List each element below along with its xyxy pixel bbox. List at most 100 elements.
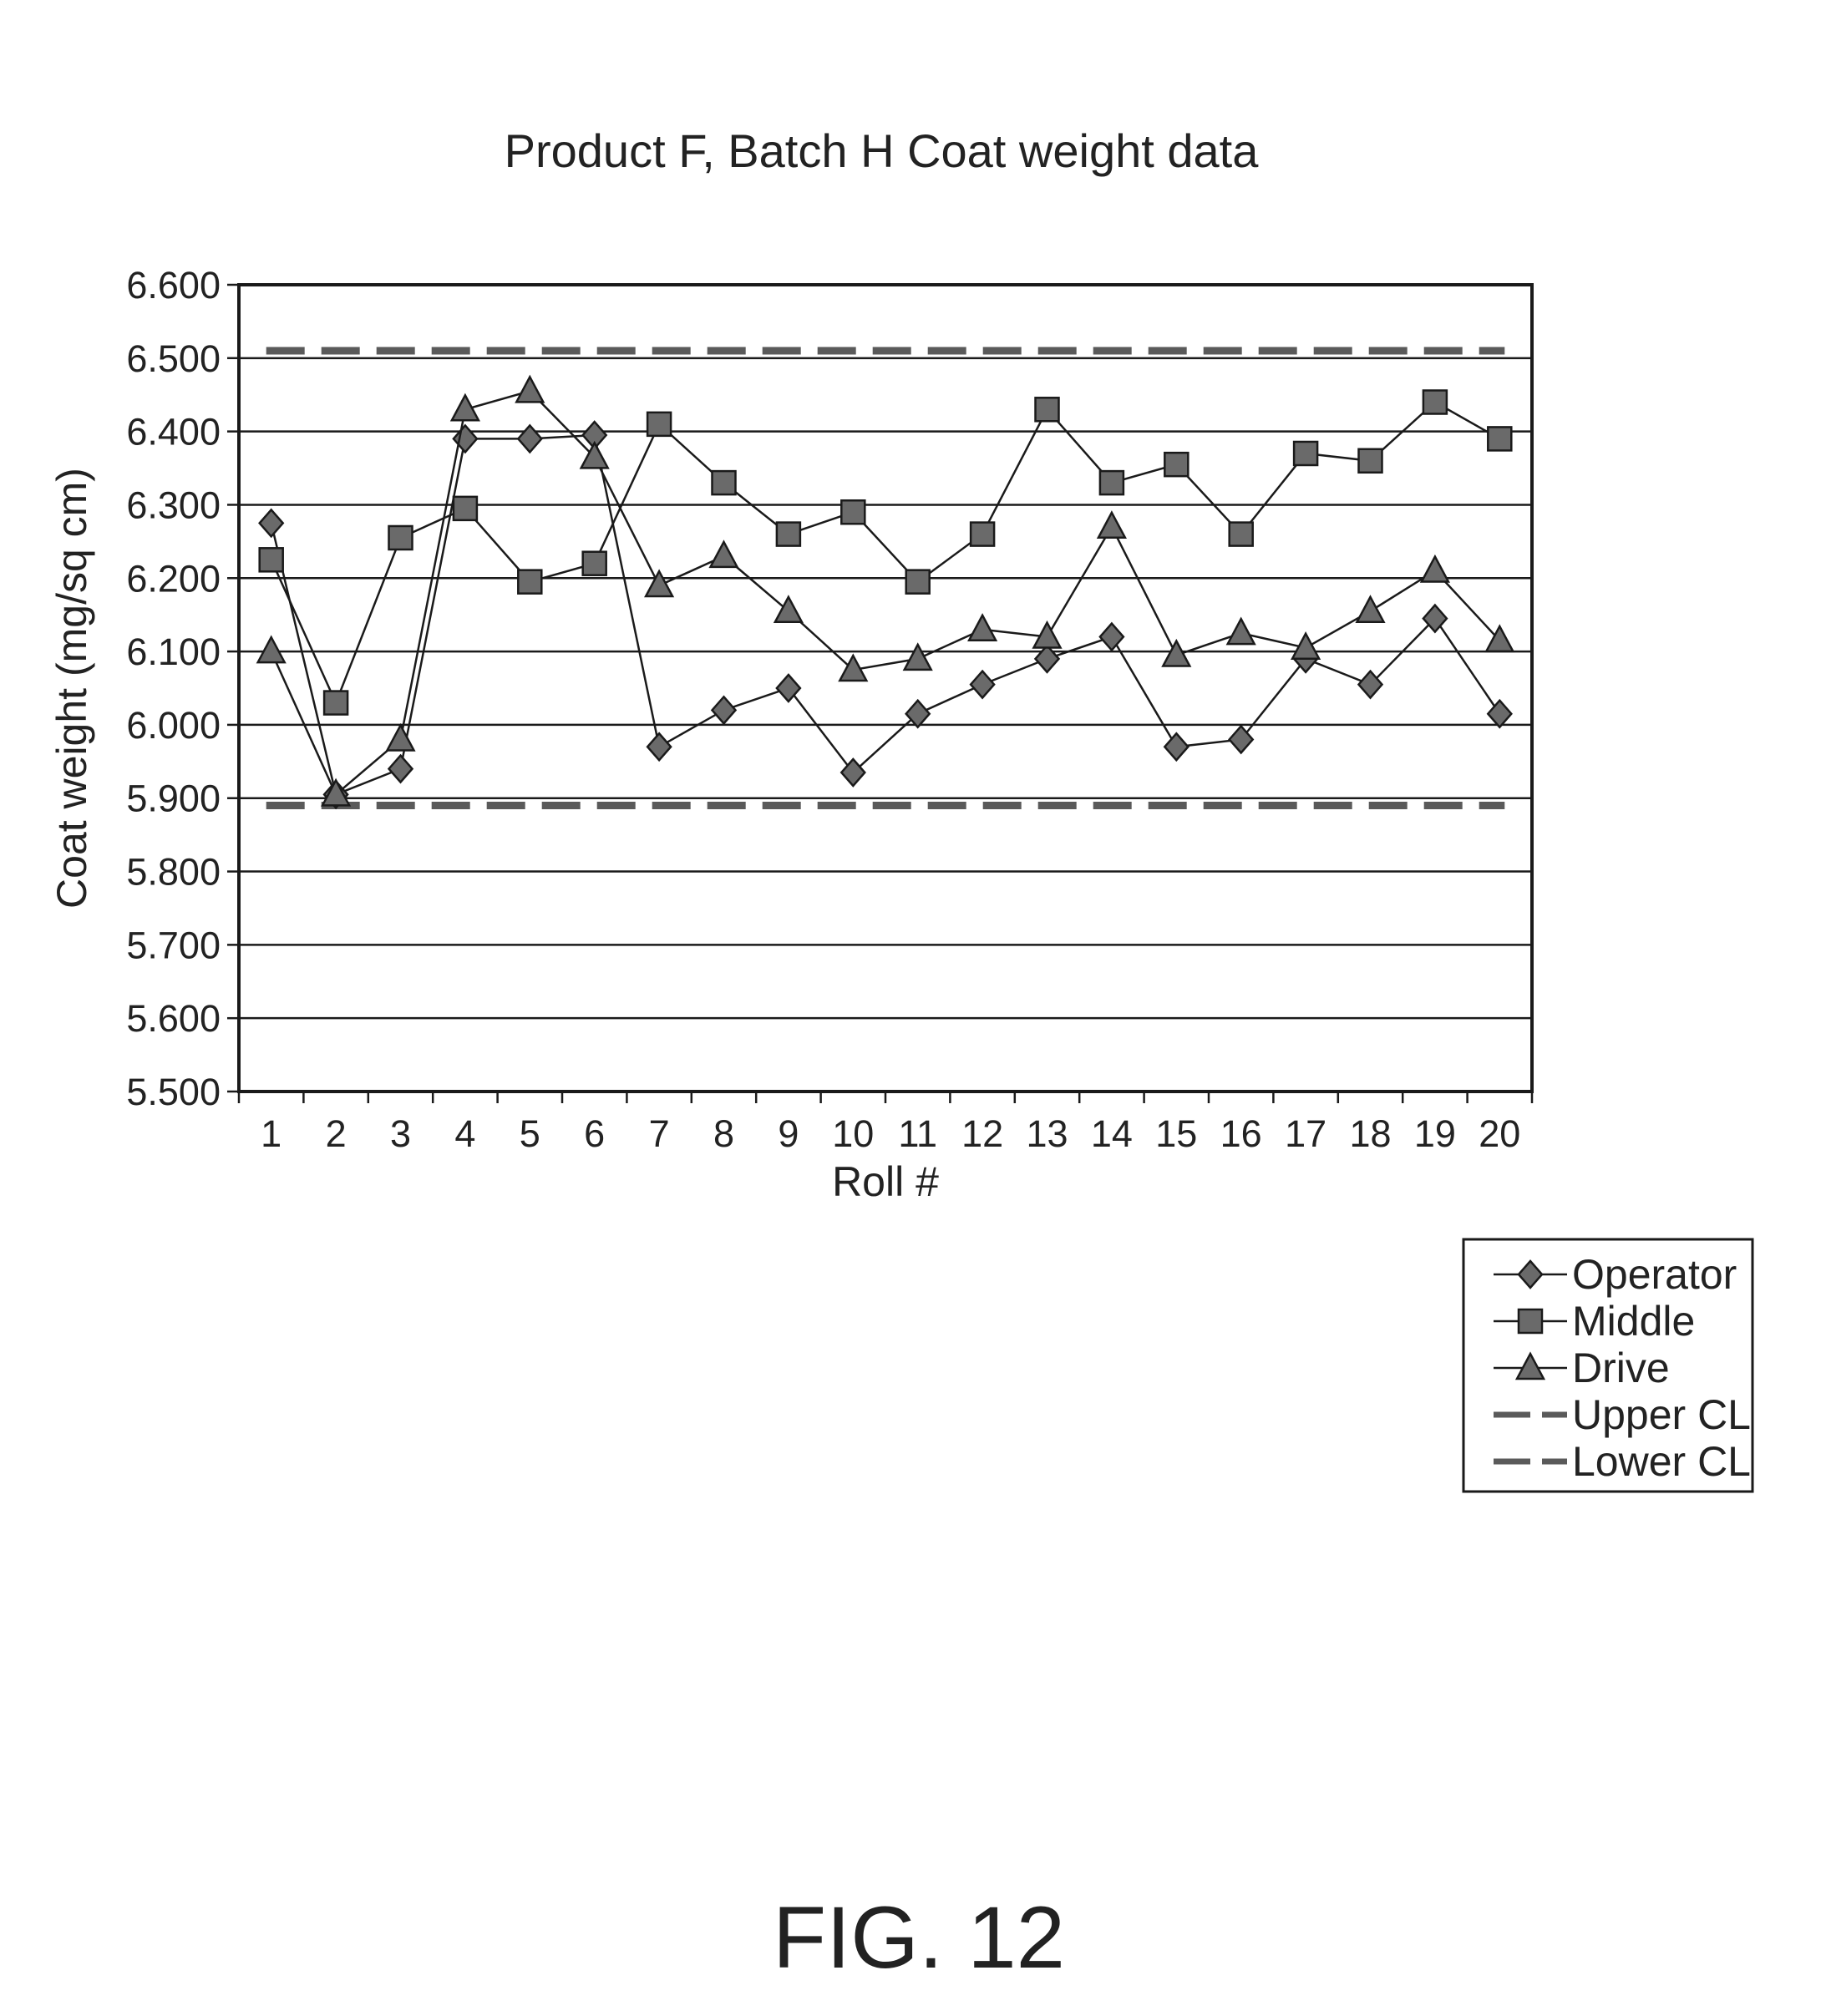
drive-point	[1225, 616, 1256, 646]
legend-marker-middle	[1517, 1308, 1544, 1335]
operator-point	[710, 695, 738, 726]
drive-point	[902, 642, 933, 671]
middle-point	[1098, 469, 1125, 496]
operator-point	[1033, 643, 1061, 674]
x-tick-label: 11	[898, 1112, 937, 1155]
middle-point	[775, 521, 802, 547]
x-tick-label: 4	[454, 1112, 475, 1155]
drive-point	[1419, 554, 1450, 583]
y-axis-label: Coat weight (mg/sq cm)	[48, 468, 95, 909]
operator-point	[839, 757, 866, 788]
data-series	[256, 374, 1515, 810]
middle-point	[905, 569, 931, 595]
legend-box	[1462, 1238, 1754, 1493]
drive-point	[449, 393, 480, 422]
drive-point	[579, 440, 610, 469]
middle-point	[452, 495, 479, 522]
x-tick-label: 20	[1479, 1112, 1520, 1155]
y-tick-label: 5.500	[126, 1071, 221, 1113]
figure-label: FIG. 12	[773, 1889, 1065, 1987]
drive-point	[1291, 631, 1321, 660]
operator-point	[452, 423, 479, 454]
operator-point	[1098, 621, 1125, 652]
y-tick-label: 6.100	[126, 631, 221, 673]
middle-point	[322, 690, 349, 716]
middle-point	[1034, 397, 1060, 423]
middle-point	[258, 547, 284, 573]
x-tick-label: 13	[1026, 1112, 1068, 1155]
drive-line	[270, 389, 1501, 797]
legend-marker-drive	[1514, 1351, 1546, 1380]
x-tick-label: 14	[1091, 1112, 1133, 1155]
drive-point	[644, 569, 675, 598]
middle-point	[388, 524, 413, 551]
x-tick-label: 9	[778, 1112, 799, 1155]
x-tick-label: 17	[1285, 1112, 1326, 1155]
x-tick-label: 1	[261, 1112, 282, 1155]
control-limit-lines	[266, 347, 1505, 810]
drive-point	[1096, 510, 1127, 539]
operator-point	[969, 669, 996, 700]
y-tick-label: 6.600	[126, 264, 221, 306]
operator-point	[905, 698, 931, 729]
legend-label-lower-cl: Lower CL	[1572, 1438, 1751, 1485]
y-tick-label: 6.400	[126, 411, 221, 453]
x-tick-label: 16	[1220, 1112, 1262, 1155]
legend-label-operator: Operator	[1572, 1251, 1737, 1298]
drive-point	[838, 653, 869, 682]
middle-point	[969, 521, 996, 547]
drive-point	[773, 595, 804, 624]
drive-point	[1484, 624, 1515, 653]
operator-point	[1486, 698, 1513, 729]
middle-point	[840, 499, 866, 525]
drive-point	[515, 374, 545, 403]
middle-point	[1292, 440, 1319, 467]
x-tick-label: 10	[832, 1112, 874, 1155]
plot-frame	[237, 283, 1534, 1093]
x-tick-label: 8	[713, 1112, 734, 1155]
operator-line	[270, 433, 1501, 797]
operator-point	[775, 673, 802, 703]
middle-point	[1422, 389, 1448, 415]
legend-label-middle: Middle	[1572, 1298, 1695, 1345]
y-tick-label: 6.200	[126, 557, 221, 600]
x-tick-label: 6	[584, 1112, 605, 1155]
middle-point	[1164, 451, 1189, 478]
y-axis-ticks: 5.500 5.600 5.700 5.800 5.900 6.000 6.100 6.200…	[126, 264, 239, 1113]
drive-point	[1161, 638, 1192, 667]
gridlines	[239, 283, 1532, 1093]
x-tick-label: 12	[961, 1112, 1003, 1155]
middle-point	[517, 569, 543, 595]
y-tick-label: 6.500	[126, 337, 221, 380]
x-tick-label: 7	[649, 1112, 670, 1155]
y-tick-label: 5.900	[126, 778, 221, 820]
operator-point	[646, 732, 672, 762]
middle-point	[581, 550, 607, 576]
y-tick-label: 6.000	[126, 704, 221, 747]
operator-point	[1422, 603, 1448, 634]
drive-point	[708, 539, 739, 569]
middle-point	[1487, 426, 1513, 452]
chart-title: Product F, Batch H Coat weight data	[505, 124, 1260, 177]
x-axis-label: Roll #	[832, 1158, 939, 1205]
operator-point	[1163, 732, 1189, 762]
x-axis-ticks: 1 2 3 4 5 6 7 8 9 10 11 12 13 14 15 16 17 18 19 20	[237, 1092, 1534, 1155]
x-tick-label: 15	[1155, 1112, 1197, 1155]
y-tick-label: 5.600	[126, 997, 221, 1040]
legend-label-drive: Drive	[1572, 1345, 1670, 1391]
operator-point	[387, 753, 414, 784]
operator-point	[516, 423, 543, 454]
drive-point	[1032, 620, 1063, 649]
legend-label-upper-cl: Upper CL	[1572, 1391, 1751, 1438]
operator-point	[258, 508, 285, 539]
drive-point	[1355, 595, 1386, 624]
middle-point	[1357, 448, 1383, 474]
y-tick-label: 5.700	[126, 924, 221, 966]
drive-point	[385, 722, 416, 752]
middle-point	[646, 411, 672, 438]
x-tick-label: 5	[520, 1112, 540, 1155]
drive-point	[256, 635, 287, 664]
operator-point	[1357, 669, 1384, 700]
